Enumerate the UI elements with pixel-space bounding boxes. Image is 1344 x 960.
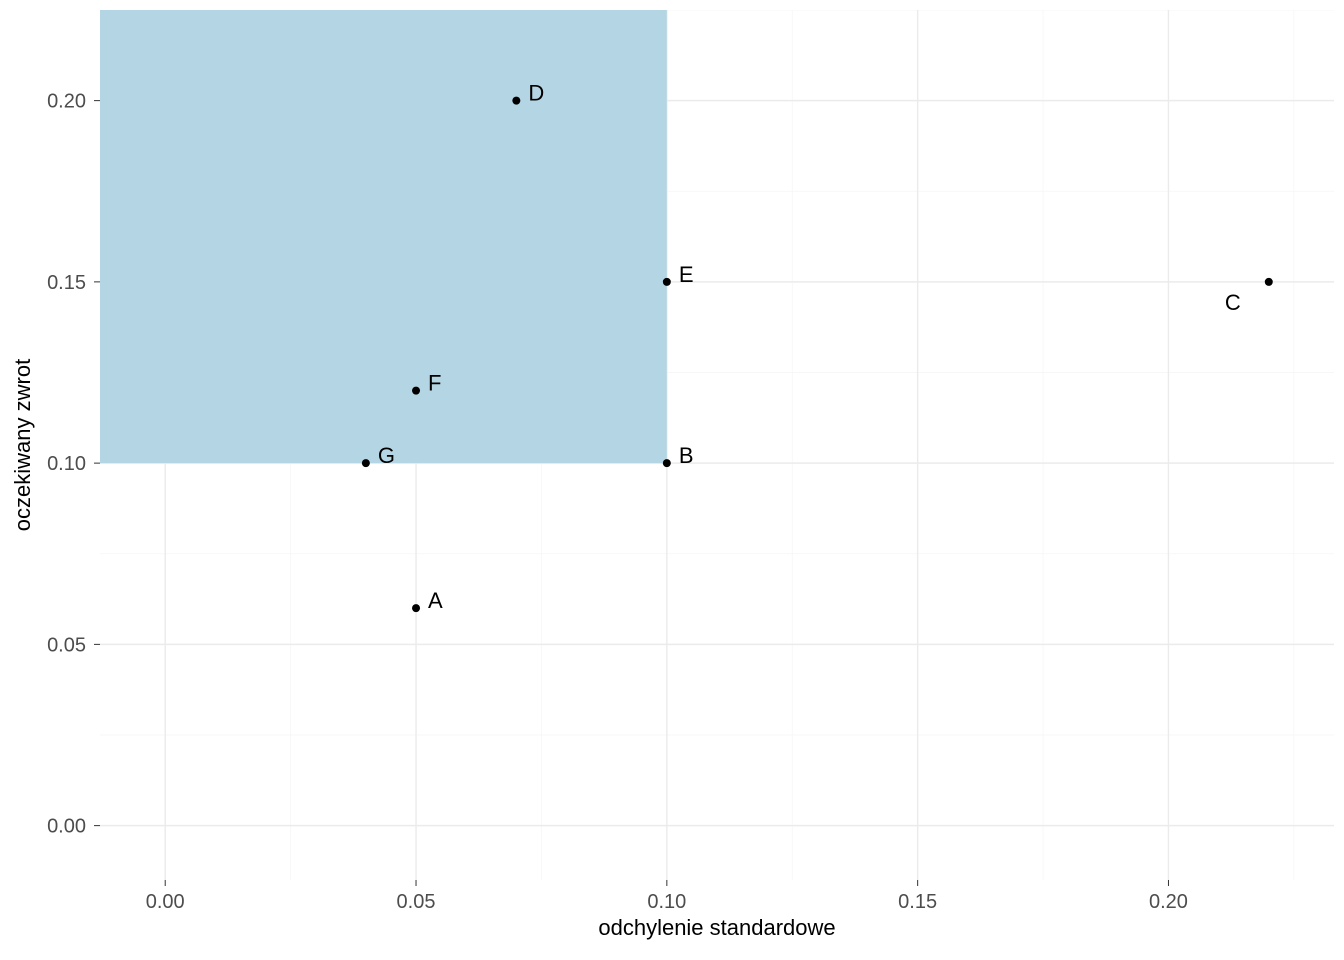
data-point	[362, 459, 370, 467]
point-label: A	[428, 588, 443, 613]
point-label: E	[679, 262, 694, 287]
point-label: D	[528, 81, 544, 106]
x-tick-label: 0.00	[146, 891, 185, 913]
point-label: F	[428, 371, 441, 396]
plot-panel: A B C D E F G	[100, 10, 1334, 880]
y-axis-title: oczekiwany zwrot	[10, 359, 35, 531]
y-tick-label: 0.05	[47, 634, 86, 656]
y-tick-label: 0.20	[47, 91, 86, 113]
x-tick-label: 0.15	[898, 891, 937, 913]
x-tick-label: 0.10	[647, 891, 686, 913]
data-point	[663, 459, 671, 467]
data-point	[1265, 278, 1273, 286]
y-tick-label: 0.15	[47, 272, 86, 294]
x-axis-title: odchylenie standardowe	[598, 915, 835, 940]
y-tick-label: 0.00	[47, 816, 86, 838]
point-label: B	[679, 443, 694, 468]
data-point	[663, 278, 671, 286]
chart-svg: A B C D E F G 0.00 0.05 0.10 0.15 0.20 0.00 0.05 0.10 0…	[0, 0, 1344, 960]
shaded-region	[100, 10, 667, 463]
x-tick-label: 0.05	[397, 891, 436, 913]
scatter-chart: A B C D E F G 0.00 0.05 0.10 0.15 0.20 0.00 0.05 0.10 0…	[0, 0, 1344, 960]
y-tick-label: 0.10	[47, 453, 86, 475]
point-label: G	[378, 443, 395, 468]
point-label: C	[1225, 290, 1241, 315]
data-point	[512, 97, 520, 105]
data-point	[412, 604, 420, 612]
data-point	[412, 387, 420, 395]
x-tick-label: 0.20	[1149, 891, 1188, 913]
